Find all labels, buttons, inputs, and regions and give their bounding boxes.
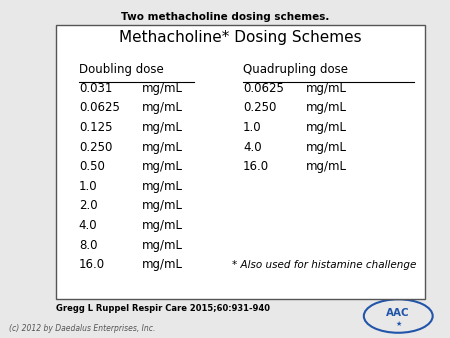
Text: mg/mL: mg/mL xyxy=(142,101,183,114)
Text: Two methacholine dosing schemes.: Two methacholine dosing schemes. xyxy=(121,12,329,22)
Text: 0.031: 0.031 xyxy=(79,82,112,95)
Text: 16.0: 16.0 xyxy=(243,160,269,173)
Text: mg/mL: mg/mL xyxy=(142,160,183,173)
Text: AAC: AAC xyxy=(387,308,410,318)
Text: 0.0625: 0.0625 xyxy=(79,101,120,114)
Text: Gregg L Ruppel Respir Care 2015;60:931-940: Gregg L Ruppel Respir Care 2015;60:931-9… xyxy=(56,304,270,313)
Text: 0.125: 0.125 xyxy=(79,121,112,134)
Text: ★: ★ xyxy=(395,321,401,327)
Text: (c) 2012 by Daedalus Enterprises, Inc.: (c) 2012 by Daedalus Enterprises, Inc. xyxy=(9,324,155,333)
Text: mg/mL: mg/mL xyxy=(306,141,347,153)
Text: mg/mL: mg/mL xyxy=(142,199,183,212)
Text: mg/mL: mg/mL xyxy=(142,82,183,95)
Text: 4.0: 4.0 xyxy=(243,141,261,153)
Text: 4.0: 4.0 xyxy=(79,219,97,232)
Text: mg/mL: mg/mL xyxy=(142,121,183,134)
Text: mg/mL: mg/mL xyxy=(306,160,347,173)
Text: mg/mL: mg/mL xyxy=(142,141,183,153)
Text: 8.0: 8.0 xyxy=(79,239,97,251)
Text: 16.0: 16.0 xyxy=(79,258,105,271)
Text: Quadrupling dose: Quadrupling dose xyxy=(243,63,348,75)
Text: Doubling dose: Doubling dose xyxy=(79,63,163,75)
Text: 0.0625: 0.0625 xyxy=(243,82,284,95)
Text: mg/mL: mg/mL xyxy=(142,219,183,232)
Text: mg/mL: mg/mL xyxy=(142,239,183,251)
Text: 0.250: 0.250 xyxy=(79,141,112,153)
Text: mg/mL: mg/mL xyxy=(306,121,347,134)
Text: 2.0: 2.0 xyxy=(79,199,97,212)
Text: Methacholine* Dosing Schemes: Methacholine* Dosing Schemes xyxy=(119,30,362,45)
Text: 0.250: 0.250 xyxy=(243,101,276,114)
Text: 0.50: 0.50 xyxy=(79,160,104,173)
Text: 1.0: 1.0 xyxy=(79,180,97,193)
Text: mg/mL: mg/mL xyxy=(306,101,347,114)
Text: mg/mL: mg/mL xyxy=(142,180,183,193)
Text: 1.0: 1.0 xyxy=(243,121,261,134)
Text: mg/mL: mg/mL xyxy=(306,82,347,95)
Text: mg/mL: mg/mL xyxy=(142,258,183,271)
Text: * Also used for histamine challenge: * Also used for histamine challenge xyxy=(232,260,416,270)
